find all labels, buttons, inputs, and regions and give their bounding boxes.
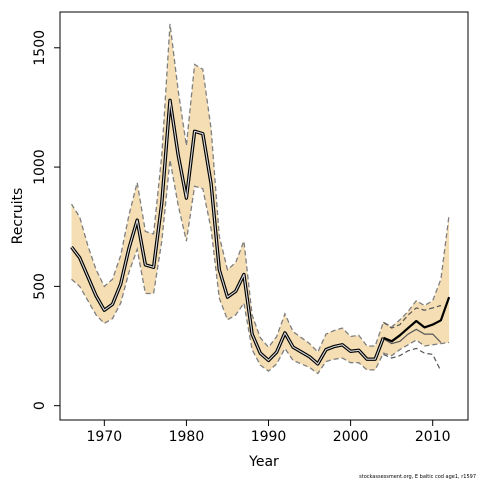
retro-upper-line bbox=[383, 304, 442, 329]
estimate-line-inner bbox=[71, 99, 384, 365]
credit-text: stockassessment.org, E baltic cod age1, … bbox=[359, 474, 476, 480]
x-axis: 1970 1980 1990 2000 2010 bbox=[87, 420, 451, 445]
y-axis: 0 500 1000 1500 bbox=[32, 30, 60, 410]
retro-estimate-line bbox=[383, 328, 442, 345]
x-tick-label: 1970 bbox=[87, 429, 123, 445]
retro-lower-line bbox=[383, 347, 442, 372]
y-tick-label: 1500 bbox=[32, 30, 48, 66]
x-tick-label: 2010 bbox=[415, 429, 451, 445]
y-tick-label: 500 bbox=[32, 273, 48, 300]
estimate-line-recent bbox=[382, 296, 451, 343]
y-tick-label: 0 bbox=[32, 401, 48, 410]
y-tick-label: 1000 bbox=[32, 149, 48, 185]
x-tick-label: 1980 bbox=[169, 429, 205, 445]
lower-bound-line bbox=[71, 159, 450, 375]
upper-bound-line bbox=[70, 23, 450, 354]
estimate-line-outline bbox=[70, 98, 385, 366]
plot-frame bbox=[59, 11, 469, 421]
y-axis-title: Recruits bbox=[10, 188, 26, 245]
confidence-band bbox=[71, 23, 450, 374]
x-tick-label: 1990 bbox=[251, 429, 287, 445]
plot-area bbox=[70, 23, 451, 375]
x-axis-title: Year bbox=[248, 454, 279, 470]
x-tick-label: 2000 bbox=[333, 429, 369, 445]
